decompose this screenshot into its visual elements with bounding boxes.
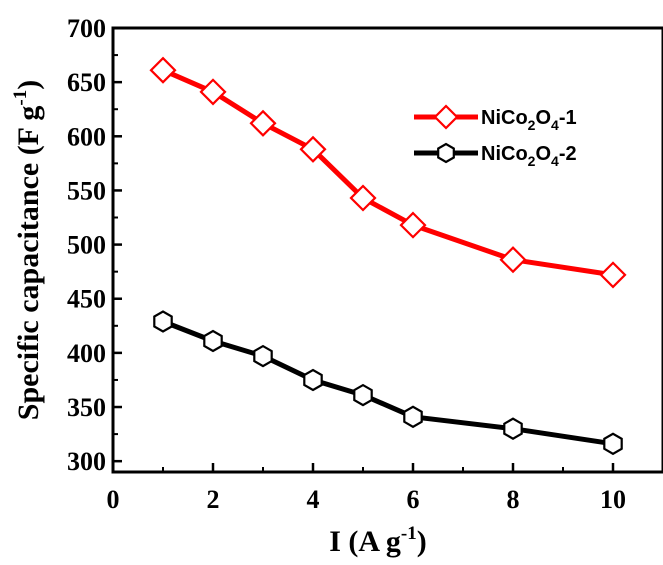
x-tick-label: 2 bbox=[207, 485, 220, 514]
data-point-hexagon bbox=[153, 310, 173, 333]
x-axis-title-close: ) bbox=[417, 525, 427, 558]
legend-label-part: 2 bbox=[528, 153, 536, 169]
y-tick-label: 300 bbox=[67, 447, 106, 476]
data-point-diamond bbox=[199, 78, 227, 106]
x-tick-label: 8 bbox=[507, 485, 520, 514]
y-tick-label: 450 bbox=[67, 285, 106, 314]
data-point-diamond bbox=[349, 184, 377, 212]
data-point-diamond bbox=[399, 211, 427, 239]
series-layer bbox=[149, 56, 627, 456]
y-tick-label: 400 bbox=[67, 339, 106, 368]
x-axis-title: I (A g-1) bbox=[329, 523, 427, 558]
y-tick-label: 350 bbox=[67, 393, 106, 422]
x-tick-label: 4 bbox=[307, 485, 320, 514]
legend-label: NiCo2O4-2 bbox=[481, 143, 577, 169]
y-tick-label: 650 bbox=[67, 68, 106, 97]
series-line bbox=[162, 67, 614, 278]
data-point-diamond bbox=[249, 109, 277, 137]
x-axis-title-sup: -1 bbox=[401, 523, 417, 544]
series-2 bbox=[153, 310, 623, 456]
legend-label: NiCo2O4-1 bbox=[481, 107, 577, 133]
legend-label-part: 4 bbox=[551, 153, 559, 169]
data-point-hexagon bbox=[503, 417, 523, 440]
x-tick-label: 10 bbox=[600, 485, 626, 514]
y-axis-title-sup: -1 bbox=[10, 90, 31, 106]
data-point-hexagon bbox=[437, 142, 455, 164]
y-tick-label: 500 bbox=[67, 231, 106, 260]
data-point-diamond bbox=[499, 246, 527, 274]
data-point-diamond bbox=[599, 261, 627, 289]
legend-label-part: -1 bbox=[559, 107, 577, 129]
legend-label-part: O bbox=[535, 107, 551, 129]
legend-label-part: 4 bbox=[551, 117, 559, 133]
y-tick-label: 700 bbox=[67, 14, 106, 43]
y-axis-title-main: Specific capacitance (F g bbox=[12, 106, 45, 421]
data-point-hexagon bbox=[303, 368, 323, 392]
data-point-hexagon bbox=[253, 344, 273, 368]
data-point-diamond bbox=[299, 135, 327, 163]
data-point-hexagon bbox=[603, 432, 623, 456]
legend-item-1: NiCo2O4-1 bbox=[414, 104, 577, 133]
legend-label-part: NiCo bbox=[481, 107, 528, 129]
y-tick-label: 550 bbox=[67, 176, 106, 205]
data-point-hexagon bbox=[403, 405, 423, 429]
y-axis-title: Specific capacitance (F g-1) bbox=[10, 80, 45, 420]
series-line bbox=[162, 319, 614, 447]
data-point-diamond bbox=[149, 56, 177, 84]
plot-frame bbox=[111, 26, 663, 474]
data-point-hexagon bbox=[203, 329, 223, 353]
data-point-diamond bbox=[433, 104, 459, 130]
x-axis-title-main: I (A g bbox=[329, 525, 401, 558]
series-1 bbox=[149, 56, 627, 289]
y-axis-title-close: ) bbox=[12, 80, 45, 90]
legend-label-part: 2 bbox=[528, 117, 536, 133]
legend-item-2: NiCo2O4-2 bbox=[414, 142, 577, 169]
legend-label-part: NiCo bbox=[481, 143, 528, 165]
data-point-hexagon bbox=[353, 383, 373, 407]
legend-label-part: O bbox=[535, 143, 551, 165]
legend-label-part: -2 bbox=[559, 143, 577, 165]
x-tick-label: 6 bbox=[407, 485, 420, 514]
x-tick-label: 0 bbox=[107, 485, 120, 514]
y-tick-label: 600 bbox=[67, 122, 106, 151]
